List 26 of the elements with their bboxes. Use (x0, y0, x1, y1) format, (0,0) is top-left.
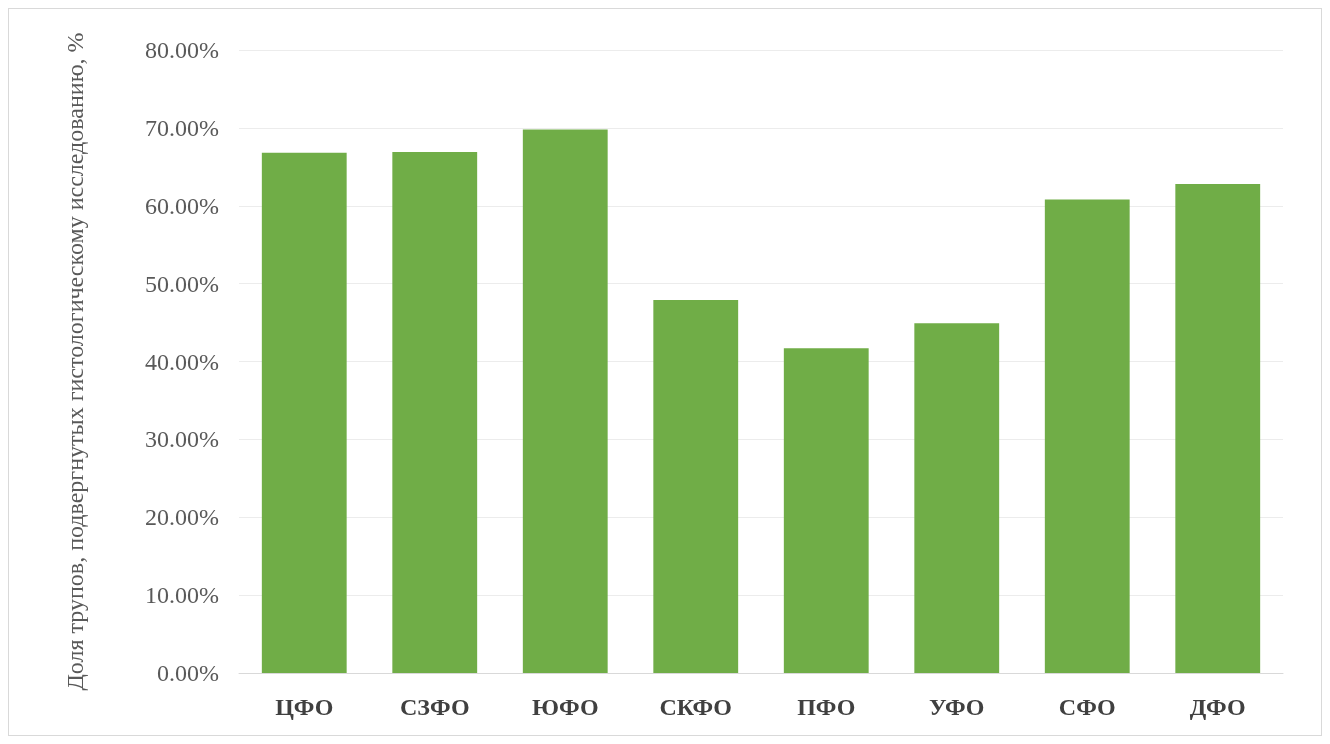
y-tick-label: 30.00% (145, 426, 219, 453)
y-axis-title: Доля трупов, подвергнутых гистологическому исследованию, % (62, 32, 88, 691)
bar (1044, 199, 1130, 673)
x-tick-label: ПФО (797, 694, 856, 720)
x-tick-label: СЗФО (399, 694, 470, 720)
y-tick-label: 0.00% (157, 660, 219, 686)
y-tick-label: 10.00% (145, 582, 219, 609)
bar (522, 129, 608, 673)
y-tick-label: 80.00% (145, 37, 219, 63)
bar (261, 152, 347, 673)
x-tick-label: СФО (1058, 694, 1116, 720)
bar (392, 152, 478, 673)
x-tick-label: ЮФО (531, 694, 599, 720)
y-tick-label: 20.00% (145, 504, 219, 531)
x-tick-label: СКФО (659, 694, 733, 720)
x-tick-label: ДФО (1189, 694, 1246, 720)
bar (914, 323, 1000, 673)
x-tick-label: ЦФО (275, 694, 334, 720)
bar (653, 299, 739, 673)
y-tick-label: 50.00% (145, 270, 219, 297)
x-tick-label: УФО (929, 694, 985, 720)
y-tick-label: 40.00% (145, 348, 219, 375)
y-tick-label: 60.00% (145, 192, 219, 219)
bar (1175, 183, 1261, 673)
bar (783, 348, 869, 673)
y-tick-label: 70.00% (145, 114, 219, 141)
